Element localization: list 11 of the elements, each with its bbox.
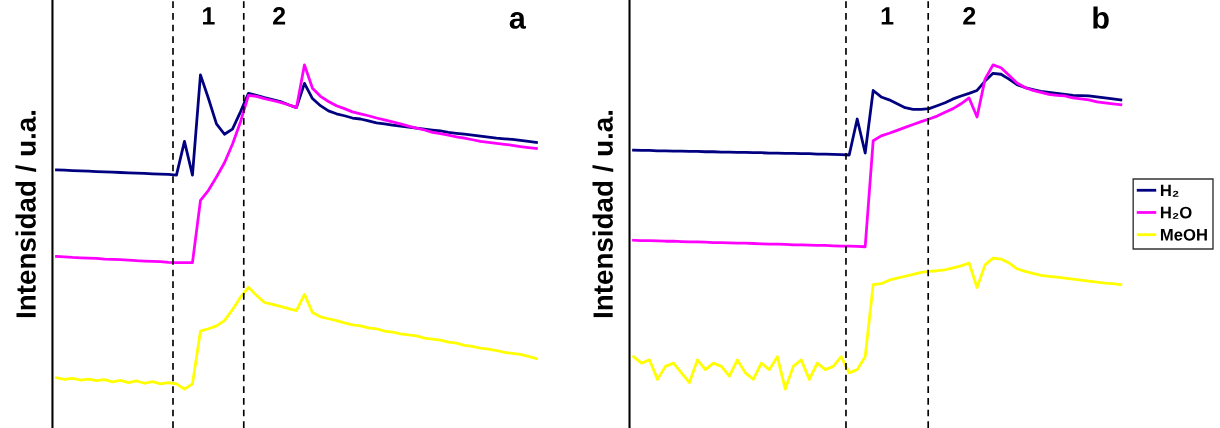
legend-label: H₂ (1160, 184, 1179, 197)
legend-label: H₂O (1160, 206, 1192, 219)
chart-title: b (1093, 6, 1109, 29)
text: 1 (203, 7, 215, 25)
y-axis-title: Intensidad / u.a. (592, 110, 614, 318)
text: 1 (881, 7, 894, 25)
legend-label: MeOH (1160, 228, 1207, 241)
chart-title: a (509, 12, 527, 29)
text: 2 (963, 7, 976, 25)
text: 2 (273, 7, 286, 25)
y-axis-title: Intensidad / u.a. (15, 110, 37, 318)
